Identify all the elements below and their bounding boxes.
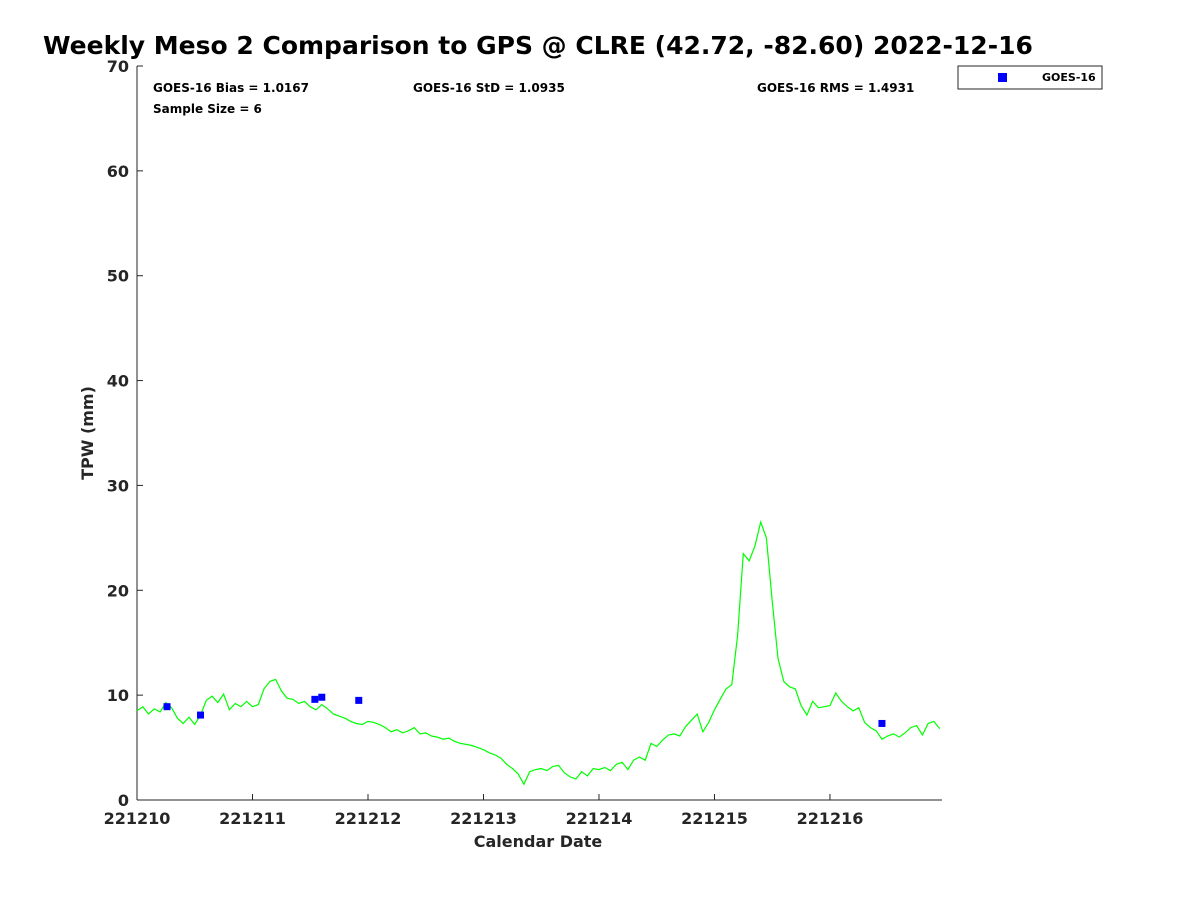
series-layer xyxy=(136,520,941,786)
y-tick-label: 40 xyxy=(107,372,129,391)
x-tick-label: 221212 xyxy=(335,809,402,828)
y-tick-label: 60 xyxy=(107,162,129,181)
sample-size-stat: Sample Size = 6 xyxy=(153,102,262,116)
y-axis-ticks: 0 10 20 30 40 50 60 70 xyxy=(107,57,143,810)
goes16-data-point xyxy=(878,719,886,727)
chart-title: Weekly Meso 2 Comparison to GPS @ CLRE (… xyxy=(43,31,1033,60)
x-axis-label: Calendar Date xyxy=(474,832,603,851)
legend-marker-goes16 xyxy=(998,73,1007,82)
legend: GOES-16 xyxy=(957,65,1103,90)
y-tick-label: 0 xyxy=(118,791,129,810)
y-axis-label: TPW (mm) xyxy=(78,386,97,480)
legend-label-goes16: GOES-16 xyxy=(1042,71,1096,84)
plot-area xyxy=(137,66,942,800)
x-axis-ticks: 221210 221211 221212 221213 221214 221215 2212… xyxy=(104,794,864,828)
legend-box xyxy=(957,65,1103,90)
x-tick-label: 221211 xyxy=(219,809,286,828)
y-tick-label: 30 xyxy=(107,476,129,495)
goes16-data-point xyxy=(163,703,171,711)
std-stat: GOES-16 StD = 1.0935 xyxy=(413,81,565,95)
rms-stat: GOES-16 RMS = 1.4931 xyxy=(757,81,914,95)
gps-series-line xyxy=(136,520,941,786)
x-tick-label: 221214 xyxy=(566,809,633,828)
x-tick-label: 221213 xyxy=(450,809,517,828)
y-tick-label: 10 xyxy=(107,686,129,705)
x-tick-label: 221215 xyxy=(681,809,748,828)
y-tick-label: 50 xyxy=(107,267,129,286)
x-tick-label: 221210 xyxy=(104,809,171,828)
y-tick-label: 20 xyxy=(107,581,129,600)
y-tick-label: 70 xyxy=(107,57,129,76)
bias-stat: GOES-16 Bias = 1.0167 xyxy=(153,81,309,95)
goes16-data-point xyxy=(311,695,319,703)
x-tick-label: 221216 xyxy=(797,809,864,828)
goes16-data-point xyxy=(197,711,205,719)
goes16-data-point xyxy=(318,693,326,701)
goes16-data-point xyxy=(355,696,363,704)
